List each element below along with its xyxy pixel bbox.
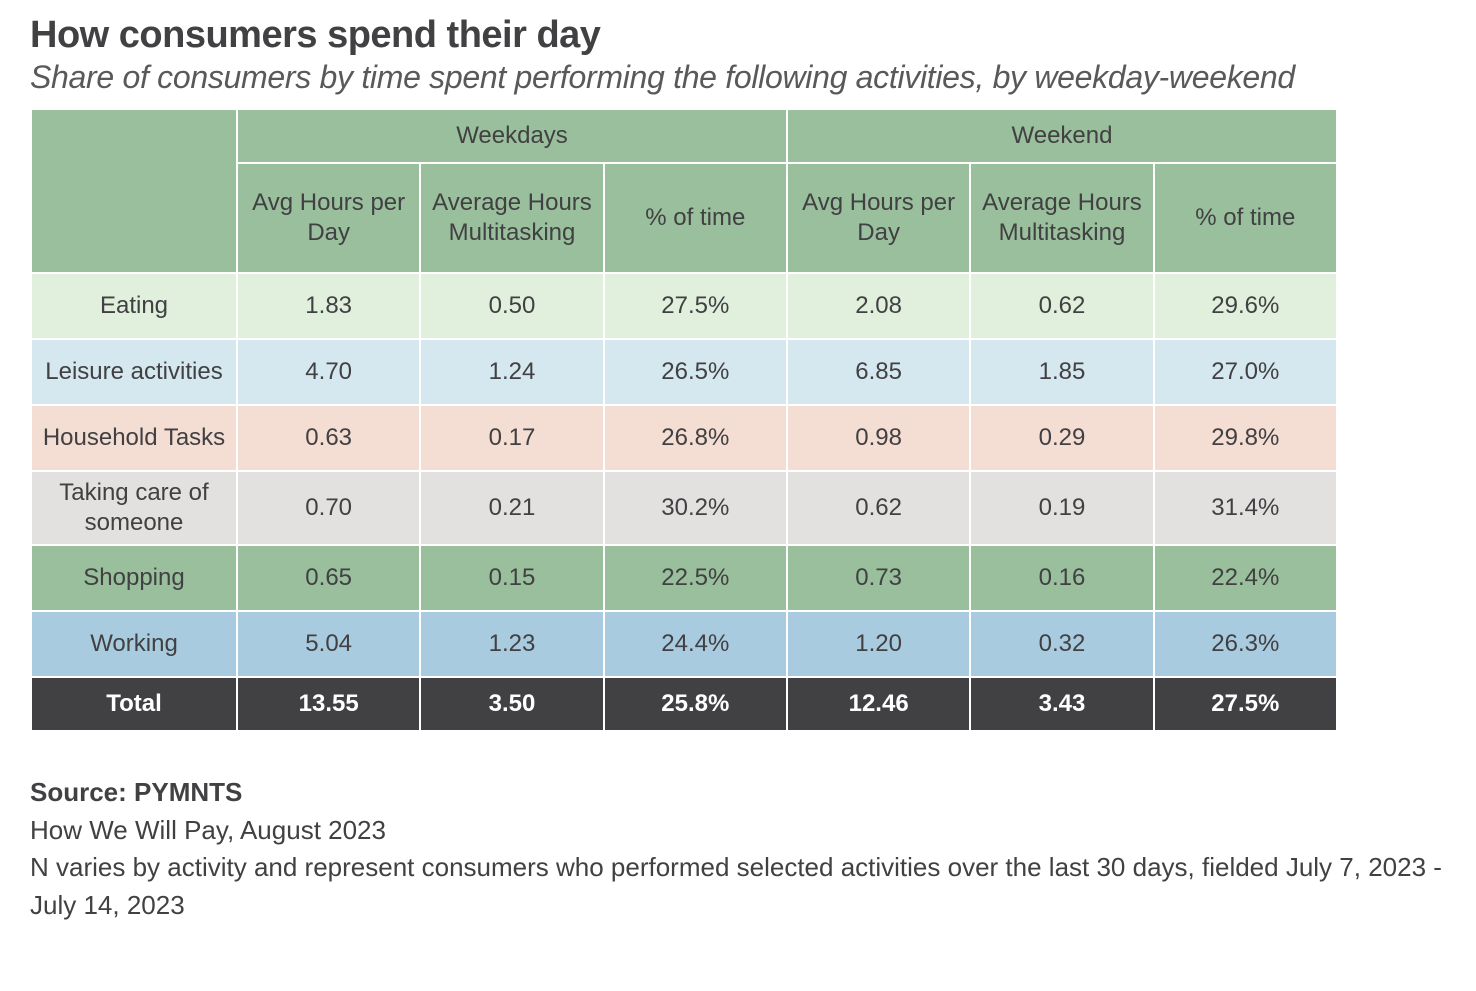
cell: 0.65 (237, 545, 420, 611)
cell: 0.29 (970, 405, 1153, 471)
table-row: Eating1.830.5027.5%2.080.6229.6% (31, 273, 1337, 339)
page-title: How consumers spend their day (30, 14, 1446, 57)
row-label: Shopping (31, 545, 237, 611)
total-cell: 3.50 (420, 677, 603, 731)
footer-source-line: Source: PYMNTS (30, 774, 1446, 812)
header-group-weekend: Weekend (787, 109, 1337, 163)
subheader-avg-hours-wd: Avg Hours per Day (237, 163, 420, 273)
total-cell: 12.46 (787, 677, 970, 731)
table-row: Household Tasks0.630.1726.8%0.980.2929.8… (31, 405, 1337, 471)
subheader-pct-we: % of time (1154, 163, 1337, 273)
cell: 0.63 (237, 405, 420, 471)
cell: 0.98 (787, 405, 970, 471)
cell: 30.2% (604, 471, 787, 545)
cell: 26.8% (604, 405, 787, 471)
table-body: Eating1.830.5027.5%2.080.6229.6%Leisure … (31, 273, 1337, 731)
cell: 0.62 (970, 273, 1153, 339)
header-corner (31, 109, 237, 273)
row-label: Household Tasks (31, 405, 237, 471)
cell: 1.20 (787, 611, 970, 677)
table-row: Shopping0.650.1522.5%0.730.1622.4% (31, 545, 1337, 611)
total-label: Total (31, 677, 237, 731)
row-label: Eating (31, 273, 237, 339)
footer-source-name: PYMNTS (134, 777, 242, 807)
row-label: Taking care of someone (31, 471, 237, 545)
cell: 22.4% (1154, 545, 1337, 611)
cell: 0.62 (787, 471, 970, 545)
cell: 1.83 (237, 273, 420, 339)
cell: 0.50 (420, 273, 603, 339)
cell: 0.73 (787, 545, 970, 611)
table-total-row: Total13.553.5025.8%12.463.4327.5% (31, 677, 1337, 731)
footer-source-label: Source: (30, 777, 134, 807)
cell: 26.5% (604, 339, 787, 405)
cell: 5.04 (237, 611, 420, 677)
cell: 1.24 (420, 339, 603, 405)
cell: 22.5% (604, 545, 787, 611)
cell: 31.4% (1154, 471, 1337, 545)
row-label: Leisure activities (31, 339, 237, 405)
subheader-multitask-wd: Average Hours Multitasking (420, 163, 603, 273)
cell: 0.21 (420, 471, 603, 545)
cell: 4.70 (237, 339, 420, 405)
cell: 0.17 (420, 405, 603, 471)
total-cell: 25.8% (604, 677, 787, 731)
cell: 29.6% (1154, 273, 1337, 339)
table-row: Leisure activities4.701.2426.5%6.851.852… (31, 339, 1337, 405)
footer-block: Source: PYMNTS How We Will Pay, August 2… (30, 774, 1446, 925)
subheader-multitask-we: Average Hours Multitasking (970, 163, 1153, 273)
cell: 24.4% (604, 611, 787, 677)
cell: 26.3% (1154, 611, 1337, 677)
header-group-weekdays: Weekdays (237, 109, 787, 163)
cell: 0.16 (970, 545, 1153, 611)
row-label: Working (31, 611, 237, 677)
cell: 27.5% (604, 273, 787, 339)
total-cell: 3.43 (970, 677, 1153, 731)
table-row: Taking care of someone0.700.2130.2%0.620… (31, 471, 1337, 545)
cell: 6.85 (787, 339, 970, 405)
total-cell: 27.5% (1154, 677, 1337, 731)
total-cell: 13.55 (237, 677, 420, 731)
report-container: How consumers spend their day Share of c… (0, 0, 1476, 955)
subheader-avg-hours-we: Avg Hours per Day (787, 163, 970, 273)
table-header: Weekdays Weekend Avg Hours per Day Avera… (31, 109, 1337, 273)
footer-line-3: N varies by activity and represent consu… (30, 849, 1446, 924)
cell: 2.08 (787, 273, 970, 339)
cell: 1.23 (420, 611, 603, 677)
footer-line-2: How We Will Pay, August 2023 (30, 812, 1446, 850)
cell: 29.8% (1154, 405, 1337, 471)
cell: 0.70 (237, 471, 420, 545)
page-subtitle: Share of consumers by time spent perform… (30, 59, 1446, 96)
cell: 0.32 (970, 611, 1153, 677)
cell: 27.0% (1154, 339, 1337, 405)
cell: 0.19 (970, 471, 1153, 545)
subheader-pct-wd: % of time (604, 163, 787, 273)
cell: 0.15 (420, 545, 603, 611)
table-row: Working5.041.2324.4%1.200.3226.3% (31, 611, 1337, 677)
activities-table: Weekdays Weekend Avg Hours per Day Avera… (30, 108, 1338, 732)
cell: 1.85 (970, 339, 1153, 405)
